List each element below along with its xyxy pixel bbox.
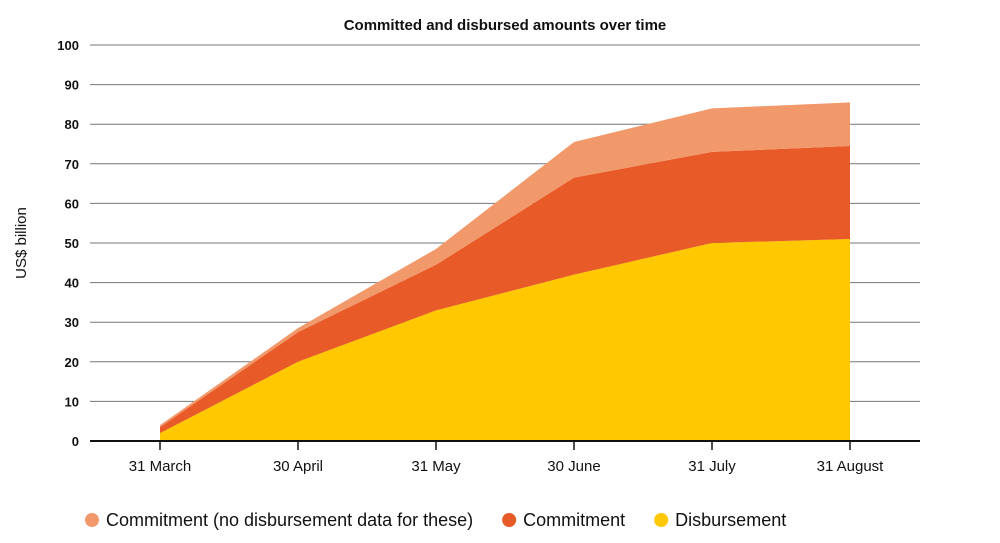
y-tick-label: 70 xyxy=(65,157,79,172)
area-series-1 xyxy=(160,145,850,434)
y-tick-label: 0 xyxy=(72,434,79,449)
grid-layer: 0 10 20 30 40 50 60 70 80 90 100 xyxy=(57,38,920,449)
legend-label: Commitment xyxy=(523,510,625,530)
area-series-0 xyxy=(160,239,850,441)
y-tick-label: 100 xyxy=(57,38,79,53)
x-tick-label: 30 April xyxy=(273,458,323,475)
x-tick-label: 30 June xyxy=(547,458,600,475)
legend-label: Commitment (no disbursement data for the… xyxy=(106,510,473,530)
legend-label: Disbursement xyxy=(675,510,786,530)
y-tick-label: 40 xyxy=(65,276,79,291)
y-tick-label: 10 xyxy=(65,394,79,409)
x-tick-label: 31 March xyxy=(129,458,192,475)
y-tick-label: 90 xyxy=(65,78,79,93)
legend: Commitment (no disbursement data for the… xyxy=(85,510,786,530)
y-tick-label: 20 xyxy=(65,355,79,370)
x-tick-label: 31 July xyxy=(688,458,736,475)
legend-swatch xyxy=(654,513,669,527)
axis-layer: 31 March 30 April 31 May 30 June 31 July 31 A… xyxy=(90,440,920,475)
y-tick-label: 50 xyxy=(65,236,79,251)
x-tick-label: 31 August xyxy=(817,458,885,475)
area-layer xyxy=(160,102,850,441)
x-tick-label: 31 May xyxy=(411,458,461,475)
legend-swatch xyxy=(85,513,99,527)
chart-title: Committed and disbursed amounts over tim… xyxy=(344,17,667,34)
legend-swatch xyxy=(502,513,517,527)
y-axis-label: US$ billion xyxy=(13,207,30,279)
y-tick-label: 30 xyxy=(65,315,79,330)
area-series-2 xyxy=(160,102,850,428)
y-tick-label: 60 xyxy=(65,196,79,211)
y-tick-label: 80 xyxy=(65,117,79,132)
